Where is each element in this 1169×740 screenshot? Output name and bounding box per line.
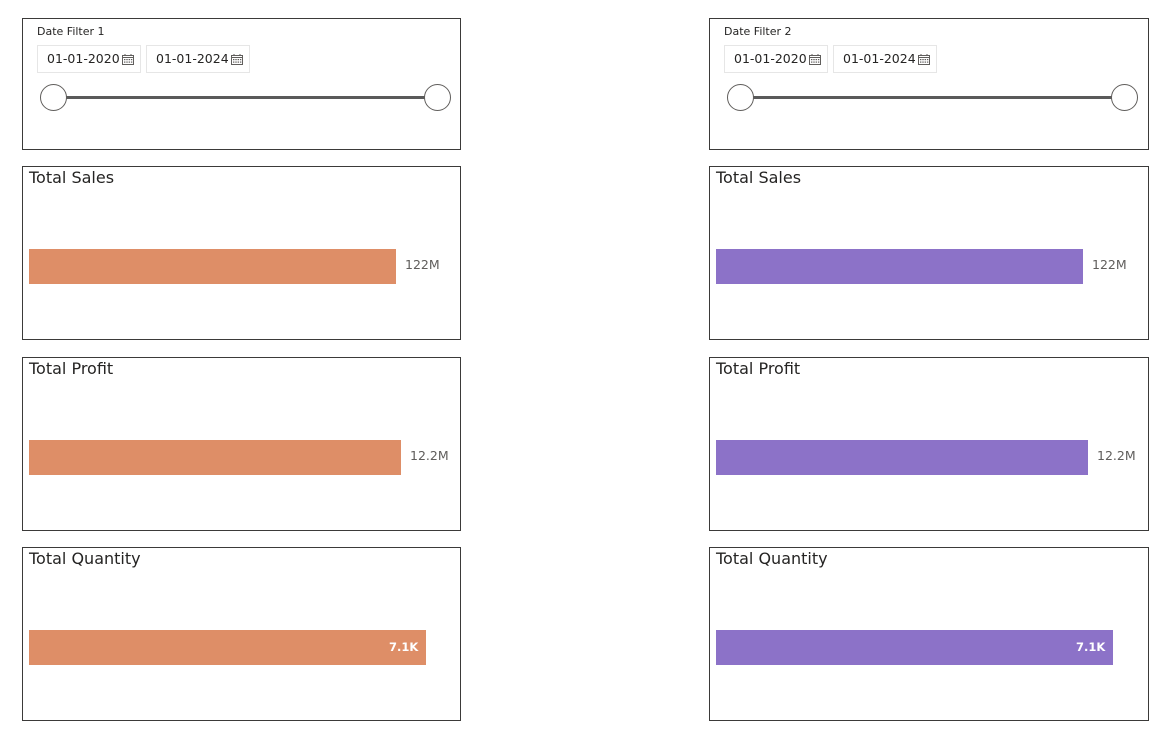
calendar-icon[interactable]: [122, 54, 134, 65]
total-quantity-bar[interactable]: [716, 630, 1113, 665]
end-date-input[interactable]: 01-01-2024: [146, 45, 250, 73]
total-quantity-card: Total Quantity 7.1K: [709, 547, 1149, 721]
total-profit-value-label: 12.2M: [410, 448, 449, 463]
total-sales-card: Total Sales 122M: [709, 166, 1149, 340]
total-sales-value-label: 122M: [405, 257, 440, 272]
total-sales-card: Total Sales 122M: [22, 166, 461, 340]
end-date-input[interactable]: 01-01-2024: [833, 45, 937, 73]
end-date-value: 01-01-2024: [843, 51, 916, 66]
date-filter-1: Date Filter 1 01-01-2020 01-01-2024: [22, 18, 461, 150]
calendar-icon[interactable]: [809, 54, 821, 65]
slider-start-handle[interactable]: [727, 84, 754, 111]
slider-end-handle[interactable]: [424, 84, 451, 111]
start-date-input[interactable]: 01-01-2020: [37, 45, 141, 73]
end-date-value: 01-01-2024: [156, 51, 229, 66]
total-quantity-card: Total Quantity 7.1K: [22, 547, 461, 721]
start-date-value: 01-01-2020: [734, 51, 807, 66]
card-title: Total Sales: [716, 168, 802, 187]
card-title: Total Quantity: [29, 549, 141, 568]
calendar-icon[interactable]: [231, 54, 243, 65]
total-profit-value-label: 12.2M: [1097, 448, 1136, 463]
slider-end-handle[interactable]: [1111, 84, 1138, 111]
total-quantity-value-label: 7.1K: [389, 640, 419, 654]
card-title: Total Sales: [29, 168, 115, 187]
total-quantity-value-label: 7.1K: [1076, 640, 1106, 654]
date-filter-2: Date Filter 2 01-01-2020 01-01-2024: [709, 18, 1149, 150]
total-quantity-bar[interactable]: [29, 630, 426, 665]
total-profit-card: Total Profit 12.2M: [22, 357, 461, 531]
total-profit-card: Total Profit 12.2M: [709, 357, 1149, 531]
total-sales-bar[interactable]: [29, 249, 396, 284]
start-date-input[interactable]: 01-01-2020: [724, 45, 828, 73]
date-range-slider-track[interactable]: [740, 96, 1125, 99]
card-title: Total Quantity: [716, 549, 828, 568]
date-filter-title: Date Filter 1: [37, 25, 105, 38]
date-filter-title: Date Filter 2: [724, 25, 792, 38]
total-profit-bar[interactable]: [716, 440, 1088, 475]
total-sales-value-label: 122M: [1092, 257, 1127, 272]
calendar-icon[interactable]: [918, 54, 930, 65]
card-title: Total Profit: [29, 359, 114, 378]
slider-start-handle[interactable]: [40, 84, 67, 111]
total-sales-bar[interactable]: [716, 249, 1083, 284]
date-range-slider-track[interactable]: [53, 96, 438, 99]
card-title: Total Profit: [716, 359, 801, 378]
start-date-value: 01-01-2020: [47, 51, 120, 66]
total-profit-bar[interactable]: [29, 440, 401, 475]
